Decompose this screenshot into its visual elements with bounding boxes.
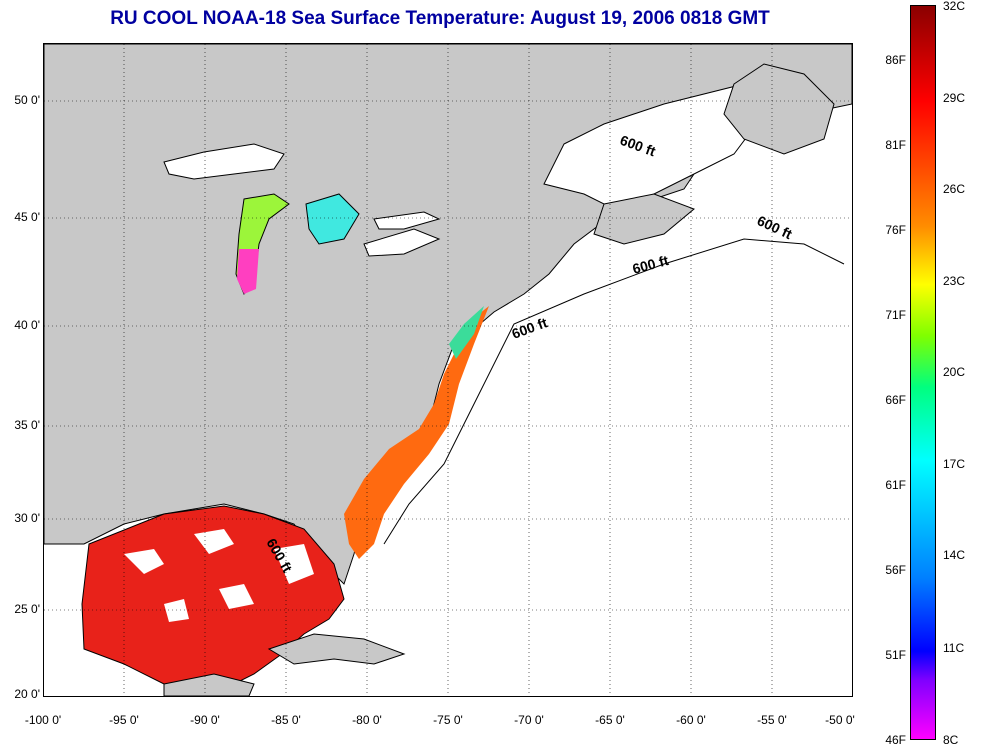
mid-atlantic-sst [449, 306, 484, 359]
colorbar-c-label: 8C [943, 733, 959, 747]
colorbar-c-label: 23C [943, 274, 966, 288]
x-tick-label: -60 0' [676, 713, 706, 727]
x-tick-label: -90 0' [190, 713, 220, 727]
colorbar-c-label: 17C [943, 457, 966, 471]
lake-huron-sst [305, 193, 360, 245]
lake-michigan-south [237, 249, 259, 294]
x-tick-label: -75 0' [433, 713, 463, 727]
y-tick-label: 50 0' [14, 93, 40, 107]
colorbar-f-label: 66F [885, 393, 906, 407]
map-panel[interactable]: 600 ft 600 ft 600 ft 600 ft 600 ft [43, 43, 853, 697]
x-tick-label: -95 0' [109, 713, 139, 727]
x-tick-label: -80 0' [352, 713, 382, 727]
contour-label-3: 600 ft [631, 252, 671, 277]
x-tick-label: -65 0' [595, 713, 625, 727]
contour-label-2: 600 ft [755, 212, 795, 242]
colorbar-f-label: 86F [885, 53, 906, 67]
x-tick-label: -70 0' [514, 713, 544, 727]
temperature-colorbar [910, 5, 936, 740]
x-tick-label: -55 0' [757, 713, 787, 727]
atlantic-coast-sst [344, 306, 489, 559]
x-tick-label: -85 0' [271, 713, 301, 727]
newfoundland-land [723, 63, 835, 155]
colorbar-f-label: 71F [885, 308, 906, 322]
y-tick-label: 30 0' [14, 511, 40, 525]
colorbar-f-label: 51F [885, 648, 906, 662]
colorbar-c-label: 20C [943, 365, 966, 379]
x-tick-label: -100 0' [24, 713, 62, 727]
st-lawrence-water [543, 83, 765, 210]
lake-ontario [373, 211, 441, 230]
nova-scotia-land [593, 193, 695, 245]
depth-contour-line [383, 238, 845, 545]
lake-erie [363, 228, 441, 257]
yucatan-land [163, 673, 255, 696]
x-tick-label: -50 0' [825, 713, 855, 727]
colorbar-f-label: 61F [885, 478, 906, 492]
y-tick-label: 45 0' [14, 210, 40, 224]
gulf-cloud-patches [124, 529, 314, 622]
map-title: RU COOL NOAA-18 Sea Surface Temperature:… [110, 8, 770, 29]
y-tick-label: 35 0' [14, 418, 40, 432]
sst-map: 600 ft 600 ft 600 ft 600 ft 600 ft [44, 44, 852, 696]
colorbar-c-label: 14C [943, 548, 966, 562]
colorbar-c-label: 11C [943, 641, 965, 655]
y-tick-label: 40 0' [14, 318, 40, 332]
colorbar-f-label: 76F [885, 223, 906, 237]
colorbar-f-label: 46F [885, 733, 906, 747]
y-tick-label: 25 0' [14, 602, 40, 616]
contour-label-4: 600 ft [510, 314, 550, 342]
grid-lines [44, 44, 852, 696]
y-tick-label: 20 0' [14, 687, 40, 701]
lake-superior [163, 143, 285, 180]
colorbar-f-label: 56F [885, 563, 906, 577]
colorbar-c-label: 26C [943, 182, 966, 196]
colorbar-f-label: 81F [885, 138, 906, 152]
cuba-land [267, 633, 406, 665]
colorbar-c-label: 29C [943, 91, 966, 105]
colorbar-c-label: 32C [943, 0, 966, 13]
